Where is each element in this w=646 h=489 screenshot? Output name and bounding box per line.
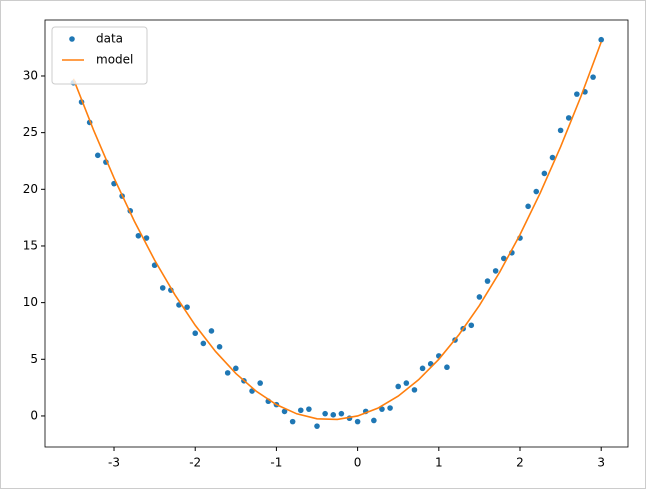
data-point (565, 115, 572, 121)
data-point (411, 387, 418, 393)
data-point (233, 365, 239, 372)
y-tick-label: 20 (23, 182, 38, 196)
data-point (403, 380, 410, 386)
x-tick-label: -1 (270, 456, 282, 470)
data-point (330, 412, 337, 418)
data-point (371, 417, 377, 424)
data-point (192, 330, 199, 337)
data-point (476, 294, 483, 300)
x-tick-label: 1 (435, 456, 443, 470)
data-point (500, 255, 507, 262)
data-point (444, 364, 450, 371)
data-point (257, 380, 263, 386)
y-tick-label: 15 (23, 238, 38, 252)
data-point (379, 406, 385, 412)
data-point (338, 410, 345, 417)
data-point (94, 152, 101, 159)
data-point (541, 170, 548, 177)
data-point (574, 91, 580, 97)
data-point (289, 418, 296, 425)
data-point (484, 278, 491, 284)
data-point (314, 423, 320, 429)
axes-frame (44, 19, 629, 448)
data-point (224, 370, 231, 376)
data-point (208, 328, 215, 334)
data-point (159, 285, 166, 291)
data-point (549, 154, 556, 161)
data-point (184, 304, 190, 310)
data-point (492, 268, 499, 274)
y-tick-label: 0 (30, 408, 38, 422)
data-point (306, 406, 312, 412)
y-tick-label: 25 (23, 125, 38, 139)
x-tick-label: -2 (189, 456, 201, 470)
data-point (387, 405, 393, 411)
model-line (72, 41, 602, 421)
data-point (354, 418, 361, 425)
x-tick-label: 0 (354, 456, 362, 470)
x-tick-label: 3 (597, 456, 605, 470)
legend-label: data (96, 32, 123, 46)
y-tick-label: 10 (23, 295, 38, 309)
data-point (598, 36, 605, 43)
data-point (297, 407, 304, 414)
data-point (281, 408, 288, 415)
data-point (557, 127, 564, 134)
legend-marker (69, 36, 75, 42)
data-point (322, 410, 328, 417)
data-point (395, 383, 402, 390)
legend-box (51, 26, 148, 85)
x-tick-label: -3 (108, 456, 120, 470)
y-tick-label: 30 (23, 68, 38, 82)
x-tick-label: 2 (516, 456, 524, 470)
y-tick-label: 5 (30, 352, 38, 366)
data-point (590, 74, 596, 80)
legend-label: model (96, 53, 133, 67)
data-point (216, 344, 223, 350)
data-point (468, 322, 475, 329)
data-point (533, 188, 540, 195)
data-point (525, 203, 531, 210)
data-point (419, 365, 426, 372)
data-point (143, 235, 150, 241)
data-point (135, 232, 142, 239)
data-point (200, 340, 207, 347)
